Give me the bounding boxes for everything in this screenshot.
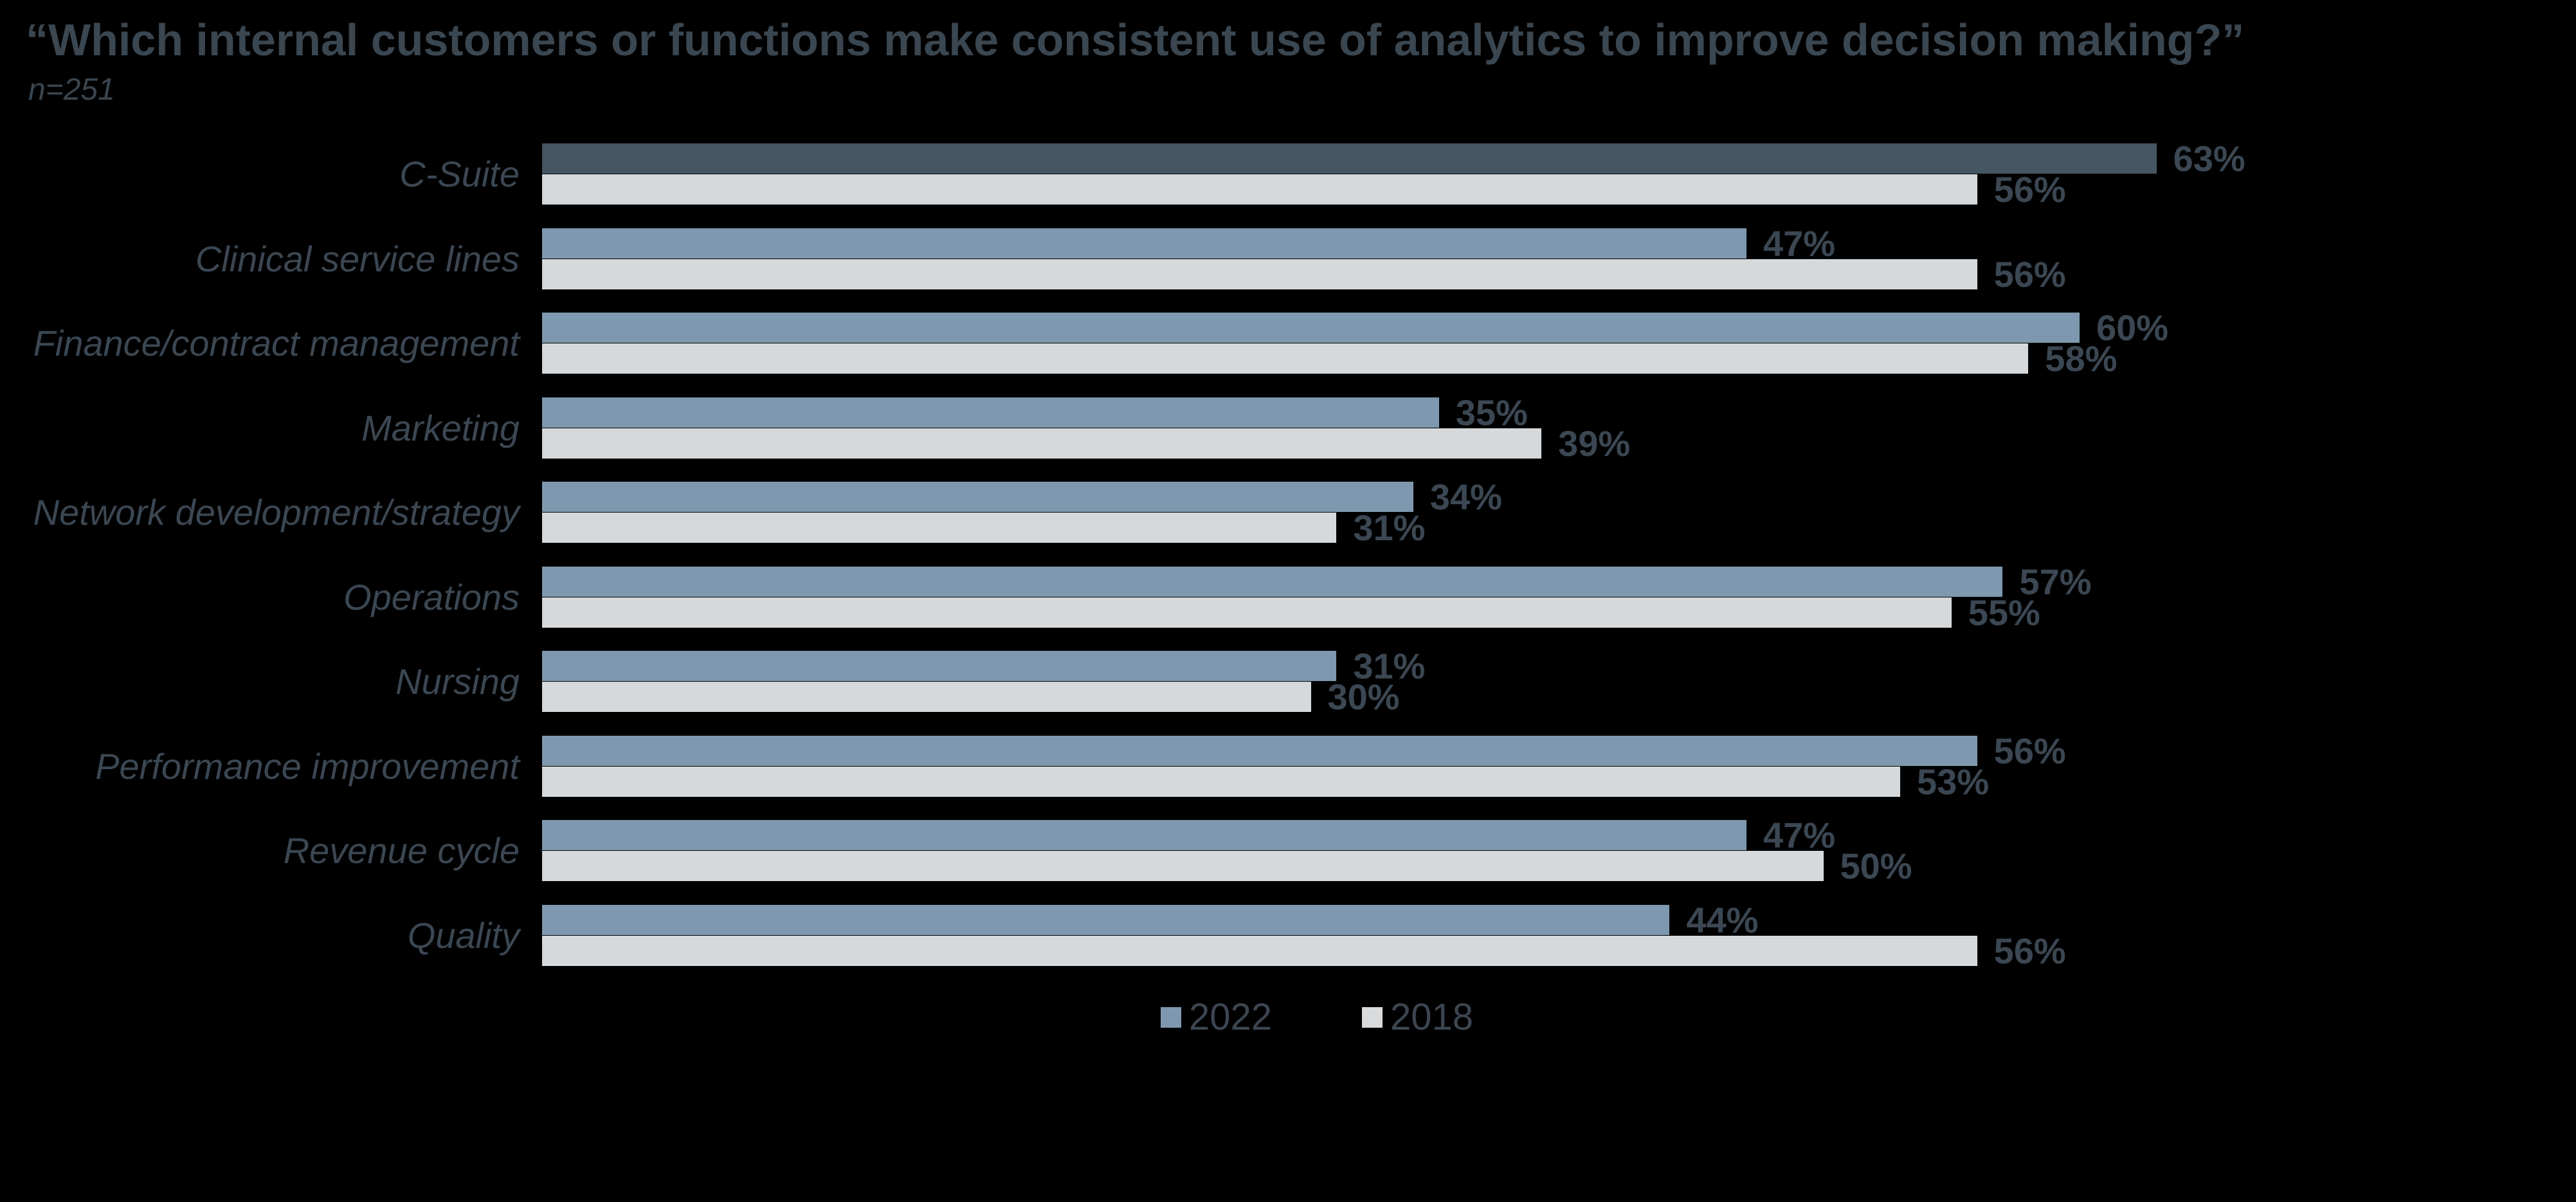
bar-2018-operations bbox=[542, 597, 1952, 628]
bar-2018-marketing bbox=[542, 428, 1542, 459]
bar-2022-c-suite bbox=[542, 143, 2157, 174]
value-label-2022-finance-contract-management: 60% bbox=[2096, 307, 2169, 348]
chart-legend: 2022 2018 bbox=[1161, 996, 1473, 1039]
value-label-2022-clinical-service-lines: 47% bbox=[1763, 223, 1836, 264]
value-label-2022-network-development-strategy: 34% bbox=[1429, 477, 1502, 517]
category-label-nursing: Nursing bbox=[395, 661, 520, 702]
bar-2018-finance-contract-management bbox=[542, 343, 2029, 374]
bar-2022-network-development-strategy bbox=[542, 482, 1413, 512]
value-label-2022-operations: 57% bbox=[2019, 561, 2092, 602]
bar-2022-revenue-cycle bbox=[542, 820, 1746, 850]
legend-swatch-icon-2022 bbox=[1161, 1006, 1181, 1028]
bar-2018-nursing bbox=[542, 682, 1311, 712]
sample-size-note: n=251 bbox=[28, 73, 115, 107]
value-label-2022-marketing: 35% bbox=[1455, 392, 1528, 433]
bar-2022-operations bbox=[542, 566, 2003, 597]
bar-2022-finance-contract-management bbox=[542, 313, 2080, 343]
value-label-2018-quality: 56% bbox=[1993, 930, 2066, 971]
legend-swatch-icon-2018 bbox=[1362, 1006, 1383, 1028]
bar-2018-clinical-service-lines bbox=[542, 259, 1977, 289]
value-label-2018-network-development-strategy: 31% bbox=[1353, 507, 1426, 548]
legend-label-2018: 2018 bbox=[1390, 996, 1474, 1038]
bar-2022-marketing bbox=[542, 397, 1439, 428]
category-label-network-development-strategy: Network development/strategy bbox=[33, 492, 520, 533]
value-label-2022-c-suite: 63% bbox=[2173, 138, 2245, 179]
category-label-c-suite: C-Suite bbox=[399, 154, 520, 194]
bar-2018-network-development-strategy bbox=[542, 513, 1337, 543]
value-label-2022-performance-improvement: 56% bbox=[1993, 730, 2066, 771]
category-label-revenue-cycle: Revenue cycle bbox=[283, 830, 520, 871]
category-label-quality: Quality bbox=[407, 915, 520, 956]
value-label-2018-c-suite: 56% bbox=[1993, 169, 2066, 210]
value-label-2022-revenue-cycle: 47% bbox=[1763, 815, 1836, 855]
legend-item-2018: 2018 bbox=[1362, 996, 1473, 1039]
bar-2018-revenue-cycle bbox=[542, 851, 1824, 881]
category-label-marketing: Marketing bbox=[361, 407, 520, 448]
category-label-operations: Operations bbox=[343, 576, 520, 617]
value-label-2018-performance-improvement: 53% bbox=[1917, 761, 1990, 802]
bar-2022-clinical-service-lines bbox=[542, 228, 1746, 259]
category-label-clinical-service-lines: Clinical service lines bbox=[195, 238, 520, 279]
bar-2022-quality bbox=[542, 904, 1670, 935]
bar-2022-performance-improvement bbox=[542, 735, 1977, 766]
legend-label-2022: 2022 bbox=[1189, 996, 1273, 1038]
chart-title: “Which internal customers or functions m… bbox=[26, 15, 2245, 65]
value-label-2018-finance-contract-management: 58% bbox=[2045, 338, 2118, 379]
value-label-2018-operations: 55% bbox=[1968, 592, 2040, 633]
category-label-finance-contract-management: Finance/contract management bbox=[33, 323, 520, 363]
value-label-2018-marketing: 39% bbox=[1558, 423, 1631, 464]
value-label-2018-revenue-cycle: 50% bbox=[1840, 846, 1912, 886]
bar-2018-quality bbox=[542, 935, 1977, 966]
bar-2018-performance-improvement bbox=[542, 766, 1901, 797]
bar-2018-c-suite bbox=[542, 174, 1977, 205]
value-label-2018-nursing: 30% bbox=[1327, 677, 1400, 717]
category-label-performance-improvement: Performance improvement bbox=[95, 745, 520, 787]
bar-2022-nursing bbox=[542, 651, 1337, 681]
legend-item-2022: 2022 bbox=[1161, 996, 1272, 1039]
value-label-2022-nursing: 31% bbox=[1353, 646, 1426, 686]
value-label-2022-quality: 44% bbox=[1686, 899, 1759, 940]
value-label-2018-clinical-service-lines: 56% bbox=[1993, 253, 2066, 295]
